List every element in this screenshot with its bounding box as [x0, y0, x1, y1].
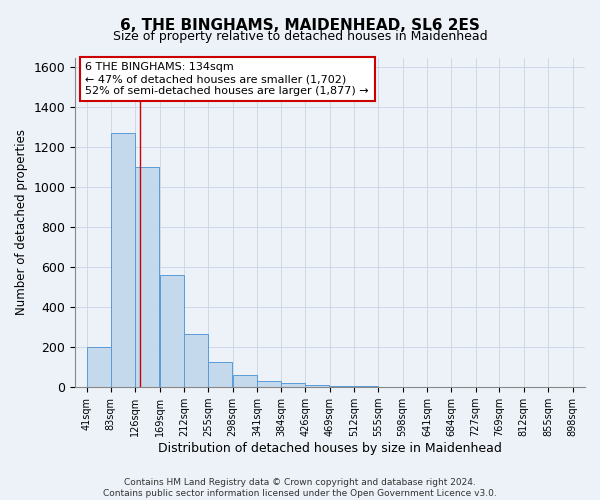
Bar	[403, 386, 427, 387]
Text: 6, THE BINGHAMS, MAIDENHEAD, SL6 2ES: 6, THE BINGHAMS, MAIDENHEAD, SL6 2ES	[120, 18, 480, 32]
Bar	[136, 168, 160, 387]
Y-axis label: Number of detached properties: Number of detached properties	[15, 130, 28, 316]
Text: Size of property relative to detached houses in Maidenhead: Size of property relative to detached ho…	[113, 30, 487, 43]
Bar	[208, 362, 232, 387]
Bar	[281, 383, 305, 387]
X-axis label: Distribution of detached houses by size in Maidenhead: Distribution of detached houses by size …	[158, 442, 502, 455]
Bar	[379, 386, 403, 387]
Bar	[257, 381, 281, 387]
Text: Contains HM Land Registry data © Crown copyright and database right 2024.
Contai: Contains HM Land Registry data © Crown c…	[103, 478, 497, 498]
Bar	[354, 386, 378, 387]
Bar	[329, 386, 354, 387]
Bar	[111, 134, 135, 387]
Text: 6 THE BINGHAMS: 134sqm
← 47% of detached houses are smaller (1,702)
52% of semi-: 6 THE BINGHAMS: 134sqm ← 47% of detached…	[85, 62, 369, 96]
Bar	[305, 385, 329, 387]
Bar	[160, 276, 184, 387]
Bar	[87, 348, 111, 387]
Bar	[184, 334, 208, 387]
Bar	[233, 375, 257, 387]
